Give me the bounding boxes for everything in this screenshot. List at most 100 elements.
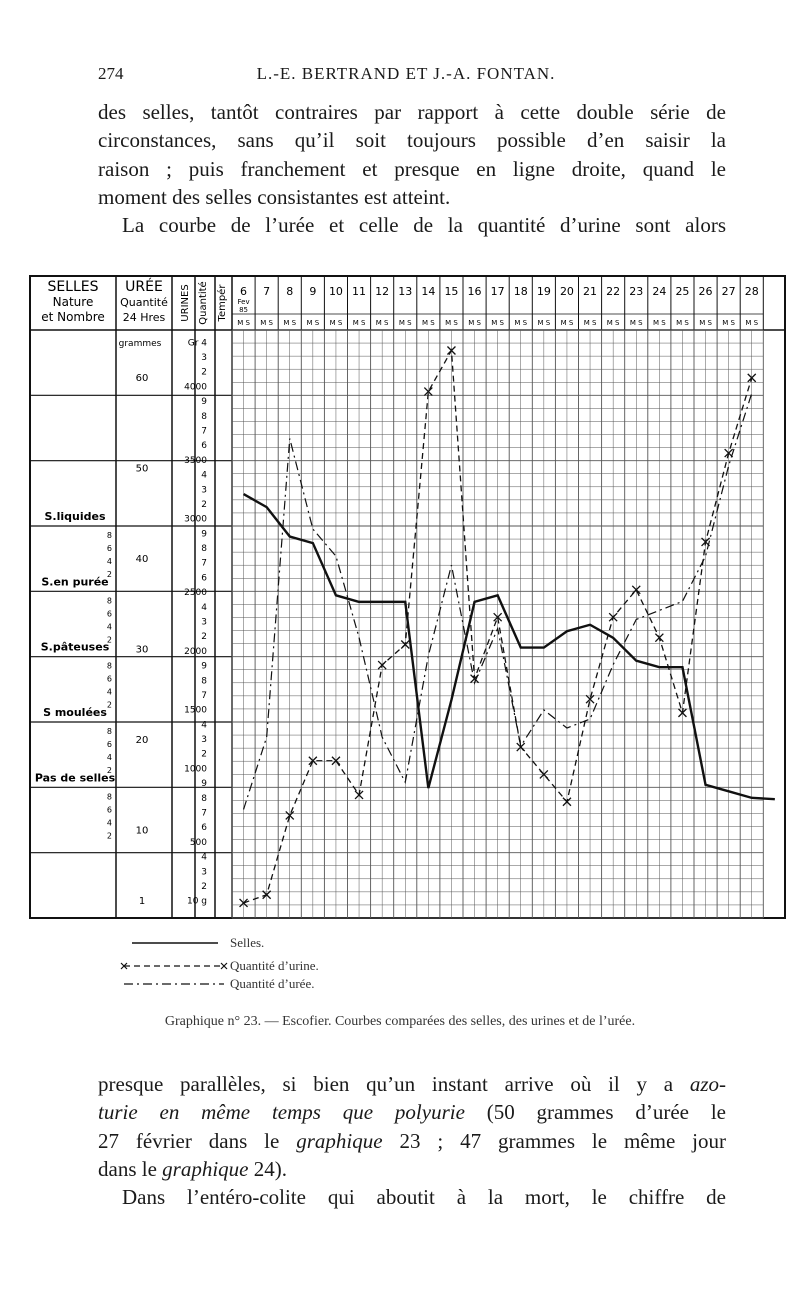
legend-urine-marker: [120, 962, 128, 970]
urine-label: 9: [201, 529, 207, 539]
header-label: 24 Hres: [123, 311, 166, 324]
urine-point: [400, 640, 410, 649]
figure-caption: Graphique n° 23. — Escofier. Courbes com…: [164, 1014, 636, 1029]
ms-label: M S: [283, 319, 296, 327]
uree-label: 30: [136, 645, 149, 656]
ms-label: M S: [468, 319, 481, 327]
selles-category: S.en purée: [41, 575, 108, 588]
page-header: 274 L.-E. BERTRAND ET J.-A. FONTAN.: [98, 64, 714, 92]
urine-label: 500: [190, 838, 207, 848]
urine-label: 3: [201, 735, 207, 745]
urine-label: 2: [201, 750, 207, 760]
day-label: 14: [421, 285, 435, 298]
month-label: 85: [239, 306, 248, 314]
urine-label: 3: [201, 867, 207, 877]
urine-label: 3: [201, 618, 207, 628]
urine-label: 2: [201, 500, 207, 510]
day-label: 18: [514, 285, 528, 298]
selles-category: S.pâteuses: [41, 641, 110, 654]
selles-side-label: 8: [107, 727, 112, 736]
urine-point: [677, 708, 687, 718]
header-label: URÉE: [125, 278, 163, 295]
urine-label: 3500: [184, 456, 207, 466]
day-label: 17: [491, 285, 505, 298]
ms-label: M S: [722, 319, 735, 327]
ms-label: M S: [260, 319, 273, 327]
text-run: (50 grammes d’urée le: [464, 1100, 726, 1125]
text-run: 23 ; 47 grammes le même jour: [382, 1128, 727, 1153]
urine-point: [354, 790, 364, 800]
urine-label: 9: [201, 662, 207, 672]
uree-label: grammes: [119, 339, 162, 349]
urine-point: [285, 810, 295, 820]
urine-label: 3: [201, 353, 207, 363]
text-line: dans le graphique 24).: [98, 1155, 726, 1183]
selles-side-label: 6: [107, 805, 112, 814]
ms-label: M S: [514, 319, 527, 327]
italic-run: azo-: [689, 1072, 726, 1096]
italic-run: graphique: [296, 1128, 383, 1153]
page-number: 274: [98, 64, 124, 83]
ms-label: M S: [422, 319, 435, 327]
header-label: SELLES: [47, 279, 98, 295]
header-label: Quantité: [120, 296, 168, 309]
urine-label: 7: [201, 559, 207, 569]
urine-label: 6: [201, 823, 207, 833]
legend-urine-label: Quantité d’urine.: [230, 958, 319, 973]
urine-label: 10 g: [187, 897, 207, 907]
month-label: Fev: [238, 298, 250, 306]
day-label: 13: [398, 285, 412, 298]
urine-point: [654, 633, 664, 643]
text-line: circonstances, sans qu’il soit toujours …: [98, 128, 726, 153]
urine-label: 8: [201, 794, 207, 804]
uree-label: 20: [136, 735, 149, 746]
day-label: 21: [583, 285, 597, 298]
selles-side-label: 2: [107, 570, 112, 579]
urine-label: 7: [201, 427, 207, 437]
day-label: 23: [629, 285, 643, 298]
text-line: des selles, tantôt contraires par rappor…: [98, 100, 726, 124]
text-line: turie en même temps que polyurie (50 gra…: [98, 1098, 726, 1126]
selles-side-label: 2: [107, 635, 112, 644]
urine-label: 8: [201, 544, 207, 554]
urine-label: 2500: [184, 588, 207, 598]
ms-label: M S: [745, 319, 758, 327]
text-run: dans le: [98, 1156, 163, 1181]
uree-label: 40: [136, 554, 149, 565]
day-label: 6: [240, 285, 247, 298]
text-run: Dans l’entéro-colite qui aboutit à la mo…: [122, 1185, 726, 1210]
selles-side-label: 6: [107, 740, 112, 749]
day-label: 28: [745, 285, 759, 298]
running-head: L.-E. BERTRAND ET J.-A. FONTAN.: [256, 64, 556, 83]
day-label: 27: [722, 285, 736, 298]
legend-uree-label: Quantité d’urée.: [230, 976, 314, 991]
urine-label: 4000: [184, 382, 207, 392]
text-run: 24).: [248, 1156, 287, 1181]
selles-side-label: 4: [107, 753, 112, 762]
urine-point: [262, 890, 272, 900]
urine-label: 7: [201, 809, 207, 819]
header-label: Quantité: [197, 281, 209, 324]
urine-label: 4: [201, 471, 207, 481]
selles-series-line: [242, 493, 775, 801]
ms-label: M S: [607, 319, 620, 327]
urine-label: Gr 4: [188, 338, 208, 348]
urine-point: [331, 756, 341, 766]
urine-label: 3: [201, 485, 207, 495]
selles-category: S moulées: [43, 706, 107, 719]
text-line: Dans l’entéro-colite qui aboutit à la mo…: [98, 1183, 726, 1211]
day-label: 15: [444, 285, 458, 298]
selles-side-label: 6: [107, 609, 112, 618]
ms-label: M S: [330, 319, 343, 327]
ms-label: M S: [653, 319, 666, 327]
selles-side-label: 4: [107, 818, 112, 827]
header-label: Nature: [53, 295, 94, 309]
urine-label: 3000: [184, 515, 207, 525]
selles-side-label: 8: [107, 662, 112, 671]
selles-side-label: 2: [107, 831, 112, 840]
ms-label: M S: [630, 319, 643, 327]
text-line: presque parallèles, si bien qu’un instan…: [98, 1070, 726, 1098]
urine-point: [239, 898, 249, 908]
ms-label: M S: [537, 319, 550, 327]
